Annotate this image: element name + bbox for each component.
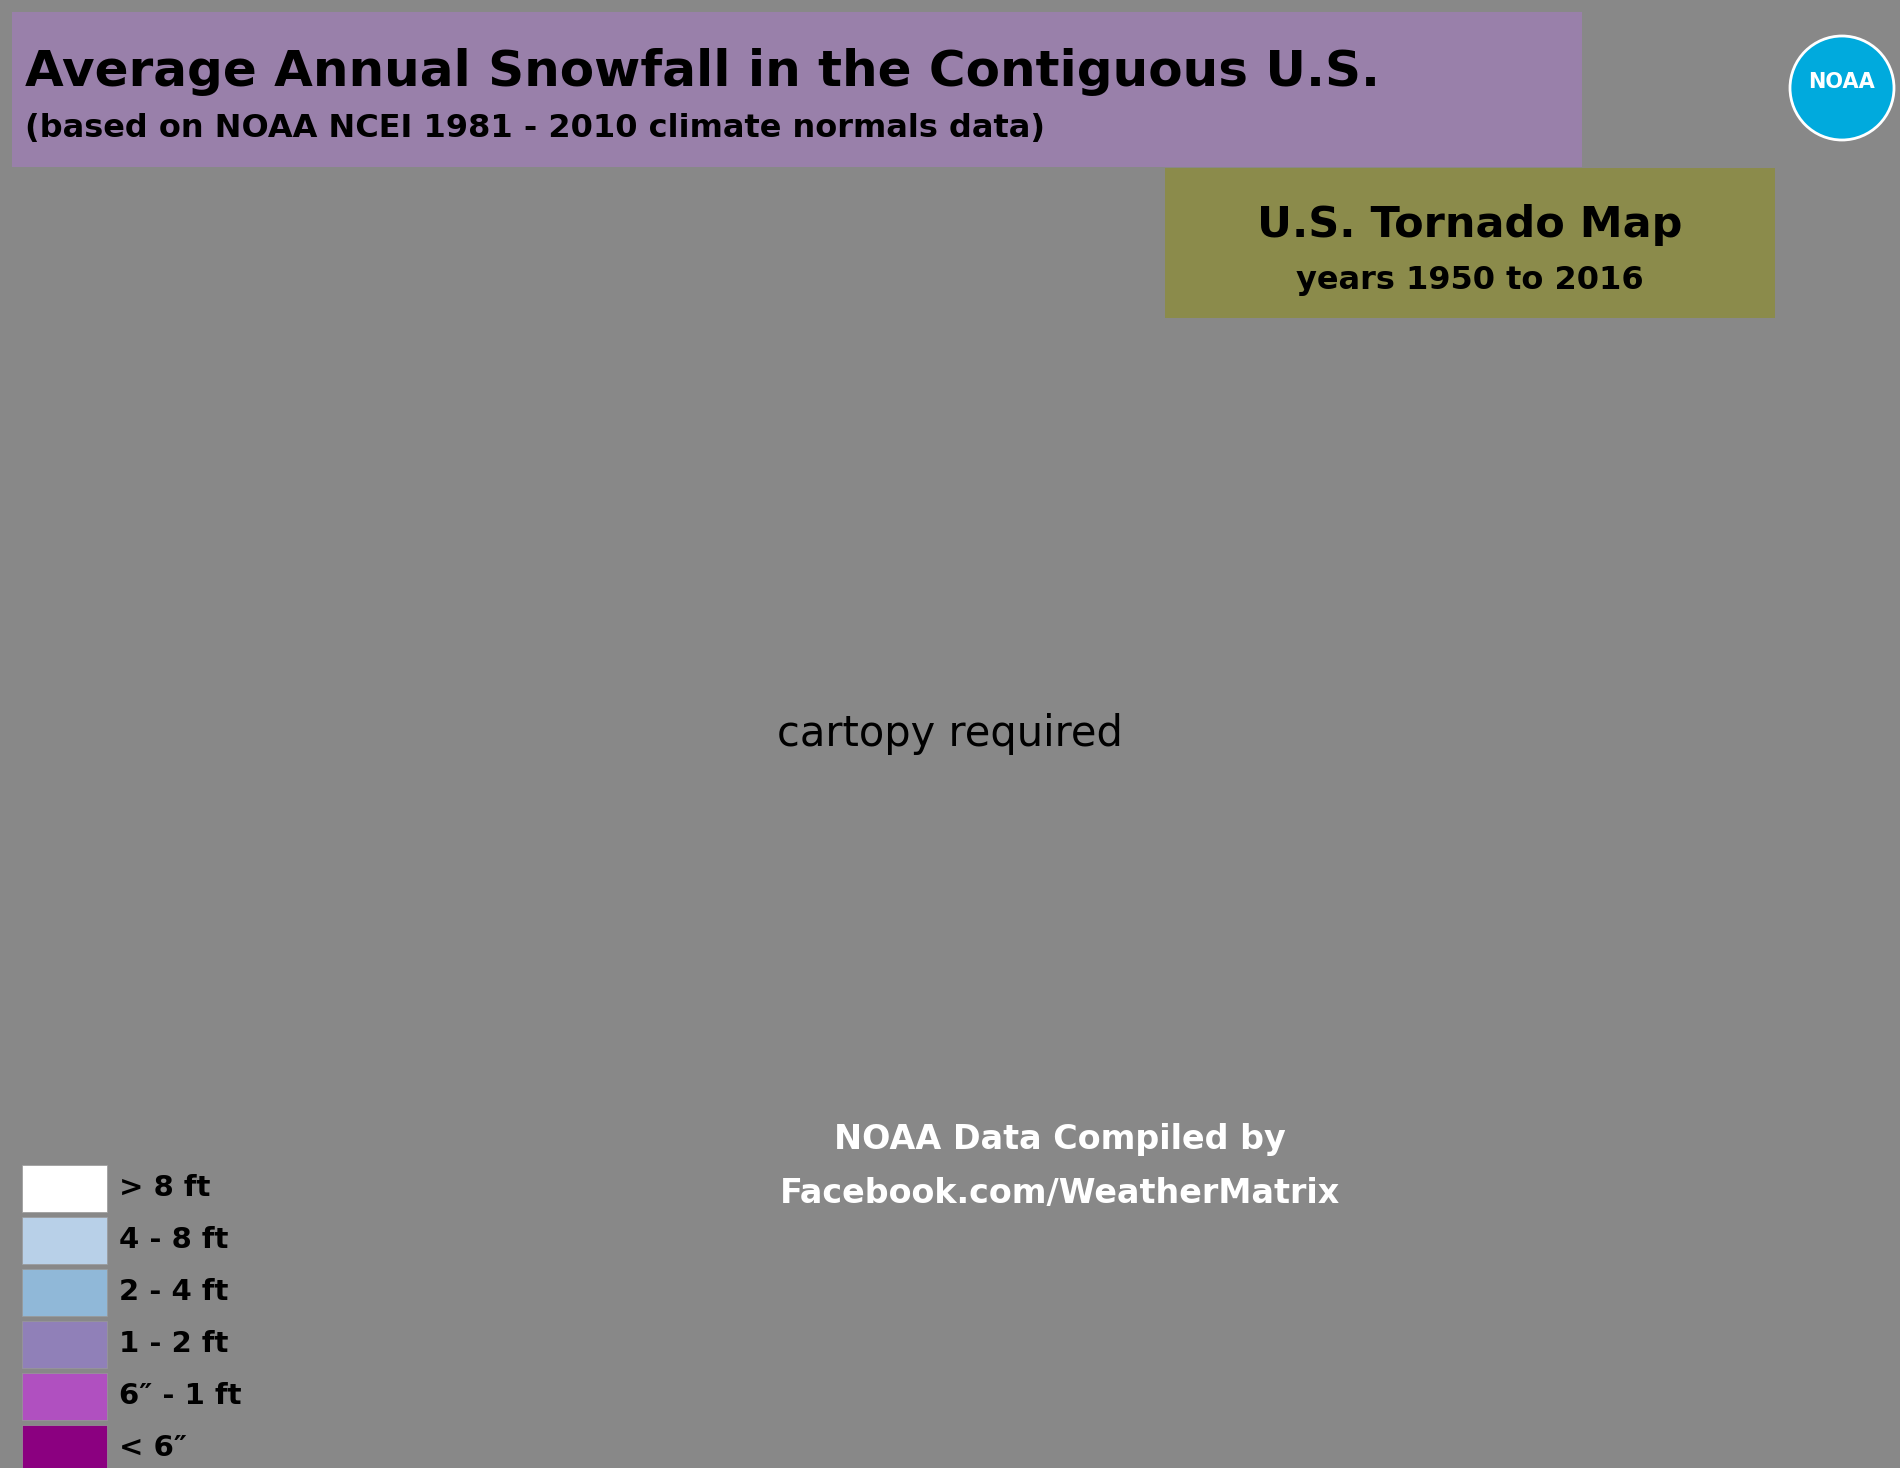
- Bar: [23, 1373, 106, 1420]
- Text: < 6″: < 6″: [120, 1434, 186, 1462]
- Bar: [23, 1268, 106, 1315]
- Text: Facebook.com/WeatherMatrix: Facebook.com/WeatherMatrix: [779, 1176, 1340, 1210]
- Bar: [11, 12, 1583, 167]
- Circle shape: [1790, 37, 1894, 139]
- Text: NOAA: NOAA: [1809, 72, 1875, 92]
- Text: 1 - 2 ft: 1 - 2 ft: [120, 1330, 228, 1358]
- Text: cartopy required: cartopy required: [777, 713, 1123, 755]
- Bar: [23, 1166, 106, 1213]
- Bar: [23, 1425, 106, 1468]
- Text: years 1950 to 2016: years 1950 to 2016: [1296, 264, 1644, 295]
- Bar: [1165, 167, 1775, 319]
- Bar: [23, 1321, 106, 1368]
- Text: 2 - 4 ft: 2 - 4 ft: [120, 1279, 228, 1307]
- Text: 4 - 8 ft: 4 - 8 ft: [120, 1226, 228, 1255]
- Text: 6″ - 1 ft: 6″ - 1 ft: [120, 1383, 241, 1411]
- Text: > 8 ft: > 8 ft: [120, 1174, 211, 1202]
- Text: Average Annual Snowfall in the Contiguous U.S.: Average Annual Snowfall in the Contiguou…: [25, 48, 1379, 95]
- Text: (based on NOAA NCEI 1981 - 2010 climate normals data): (based on NOAA NCEI 1981 - 2010 climate …: [25, 113, 1045, 144]
- Text: U.S. Tornado Map: U.S. Tornado Map: [1258, 204, 1683, 247]
- Text: NOAA Data Compiled by: NOAA Data Compiled by: [834, 1123, 1286, 1157]
- Bar: [23, 1217, 106, 1264]
